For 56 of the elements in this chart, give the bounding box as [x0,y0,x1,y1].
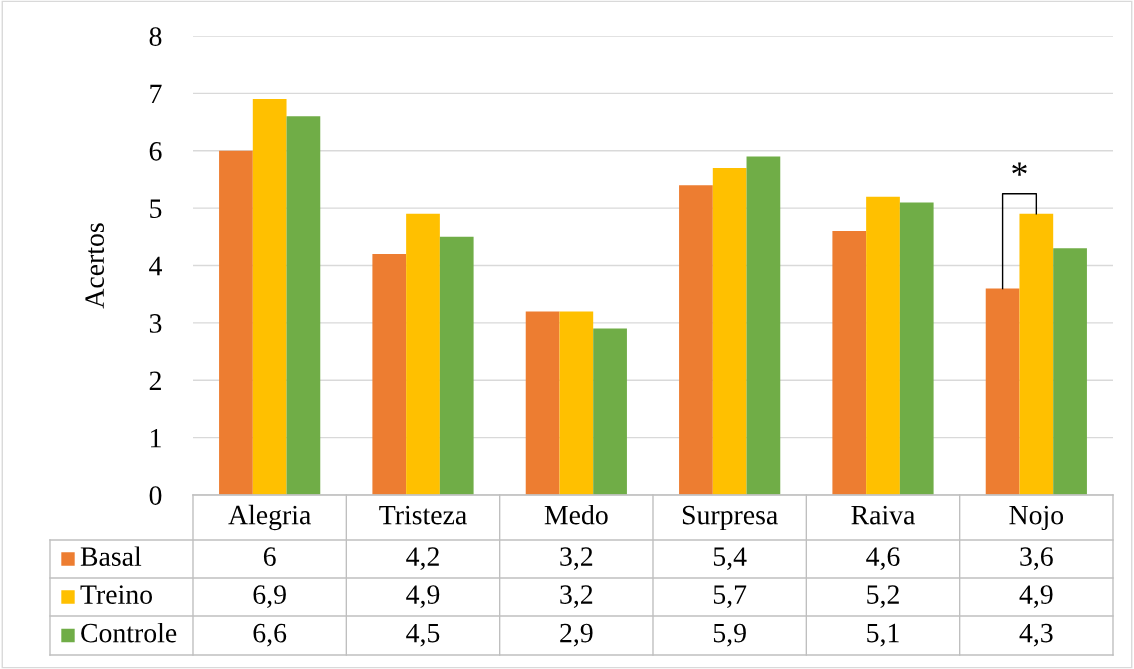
bar [593,328,627,495]
data-label: 3,6 [1020,547,1053,570]
bar [679,185,713,495]
data-label: 4,5 [406,623,440,647]
y-tick-label: 0 [149,486,162,505]
bar [559,311,594,495]
data-label: 4,3 [1019,623,1053,647]
bar [372,254,407,495]
legend-label: Basal [80,546,142,566]
bar [832,231,867,495]
data-label: 5,9 [713,623,746,647]
bar [1019,213,1054,495]
x-tick-label: Surpresa [682,505,778,531]
bar [1053,248,1087,495]
data-label: 5,1 [867,623,899,647]
data-label: 6,6 [253,623,287,647]
annotation: * [1012,162,1027,176]
legend-label: Treino [80,585,153,604]
y-axis-title: Acertos [85,223,105,309]
data-label: 6 [263,547,276,566]
bar [899,202,934,495]
bar [219,150,253,495]
y-tick-label: 6 [149,141,162,161]
bar [439,236,474,495]
data-label: 6,9 [253,585,286,608]
x-tick-label: Alegria [228,504,311,531]
y-tick-label: 8 [149,27,162,46]
bar [252,99,287,495]
y-tick-label: 3 [149,314,162,333]
y-tick-label: 7 [150,84,162,104]
y-tick-label: 1 [151,428,161,448]
bar [985,288,1020,495]
y-tick-label: 4 [149,256,163,276]
x-tick-label: Medo [544,504,608,525]
bar [866,196,900,495]
data-label: 4,9 [1019,585,1053,608]
data-label: 3,2 [560,585,593,608]
y-tick-label: 5 [150,199,162,219]
data-label: 3,2 [560,547,593,570]
bar [406,213,440,495]
bar [525,311,560,495]
data-label: 5,7 [713,585,747,608]
legend-label: Controle [81,622,177,643]
bar [746,156,781,495]
x-tick-label: Nojo [1009,505,1064,531]
bar [712,167,747,495]
x-tick-label: Tristeza [379,505,467,525]
data-label: 5,2 [867,585,899,608]
x-tick-label: Raiva [851,505,916,525]
data-label: 4,6 [866,547,900,570]
bar [286,116,321,495]
y-tick-label: 2 [149,371,161,390]
data-label: 4,9 [406,585,440,608]
data-label: 2,9 [560,623,593,647]
data-label: 5,4 [713,547,747,570]
data-label: 4,2 [406,547,439,570]
